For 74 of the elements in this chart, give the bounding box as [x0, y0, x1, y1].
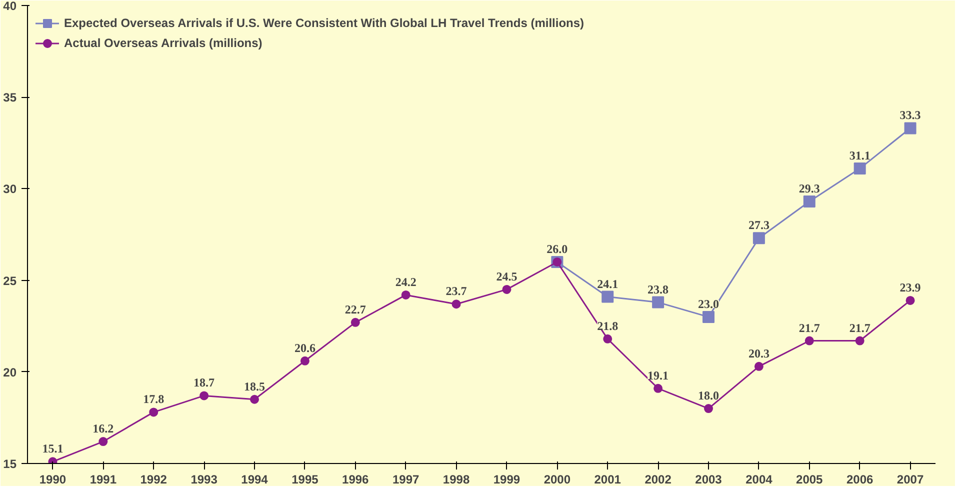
- data-label: 18.5: [244, 379, 265, 394]
- x-tick-label: 2005: [796, 472, 824, 486]
- data-label: 27.3: [748, 218, 770, 232]
- data-label: 29.3: [798, 182, 820, 196]
- y-tick-label: 30: [3, 182, 17, 196]
- point: [200, 391, 209, 400]
- y-tick-label: 20: [3, 365, 17, 380]
- point: [904, 122, 916, 134]
- x-tick-label: 1995: [292, 472, 319, 486]
- point: [350, 318, 360, 327]
- data-label: 15.1: [42, 442, 64, 456]
- x-tick-label: 2002: [644, 472, 672, 486]
- x-tick-label: 2006: [846, 472, 874, 486]
- x-tick-label: 2001: [594, 472, 622, 486]
- point: [250, 394, 259, 404]
- legend-label: Actual Overseas Arrivals (millions): [64, 36, 262, 50]
- point: [754, 362, 764, 371]
- point: [149, 408, 158, 417]
- y-tick-label: 25: [3, 274, 17, 288]
- legend-label: Expected Overseas Arrivals if U.S. Were Consistent With Global LH Travel Trends (millions): [64, 16, 584, 30]
- data-label: 21.7: [849, 320, 870, 335]
- y-tick-label: 40: [3, 0, 17, 13]
- data-label: 17.8: [143, 392, 164, 406]
- point: [702, 310, 714, 323]
- x-tick-label: 1997: [392, 472, 420, 486]
- point: [654, 384, 663, 393]
- point: [803, 196, 816, 208]
- data-label: 20.6: [294, 340, 316, 355]
- data-label: 16.2: [92, 422, 114, 436]
- point: [804, 336, 814, 346]
- data-label: 24.1: [597, 276, 618, 291]
- point: [652, 296, 664, 308]
- data-label: 23.0: [698, 296, 719, 311]
- data-label: 20.3: [748, 346, 770, 360]
- point: [752, 232, 765, 244]
- data-label: 18.7: [194, 376, 215, 390]
- point: [603, 334, 612, 344]
- point: [854, 162, 866, 175]
- point: [300, 356, 310, 366]
- data-label: 24.5: [496, 269, 518, 284]
- data-label: 23.7: [446, 284, 467, 298]
- data-label: 23.8: [648, 282, 669, 296]
- data-label: 31.1: [849, 148, 870, 163]
- x-tick-label: 1991: [90, 472, 117, 486]
- data-label: 22.7: [344, 302, 366, 316]
- data-label: 21.8: [597, 318, 618, 333]
- x-tick-label: 1990: [39, 472, 66, 486]
- x-tick-label: 2000: [544, 472, 571, 486]
- data-label: 21.7: [798, 320, 820, 335]
- point: [452, 300, 461, 309]
- data-label: 33.3: [900, 108, 921, 122]
- x-tick-label: 1994: [241, 472, 268, 486]
- point: [602, 290, 614, 303]
- x-tick-label: 1996: [342, 472, 370, 486]
- x-tick-label: 1992: [140, 472, 168, 486]
- point: [502, 284, 512, 294]
- point: [704, 404, 713, 414]
- x-tick-label: 2007: [896, 472, 924, 486]
- data-label: 26.0: [546, 242, 568, 256]
- x-tick-label: 2004: [746, 472, 773, 486]
- x-tick-label: 1999: [493, 472, 520, 486]
- point: [906, 296, 915, 305]
- x-tick-label: 1998: [442, 472, 470, 486]
- y-tick-label: 15: [3, 457, 17, 471]
- point: [401, 290, 410, 300]
- data-label: 24.2: [395, 274, 416, 289]
- y-tick-label: 35: [3, 90, 17, 105]
- data-label: 18.0: [698, 388, 719, 403]
- point: [98, 437, 108, 446]
- data-label: 23.9: [900, 280, 921, 294]
- data-label: 19.1: [648, 368, 669, 382]
- x-tick-label: 1993: [190, 472, 218, 486]
- point: [855, 336, 864, 346]
- x-tick-label: 2003: [695, 472, 722, 486]
